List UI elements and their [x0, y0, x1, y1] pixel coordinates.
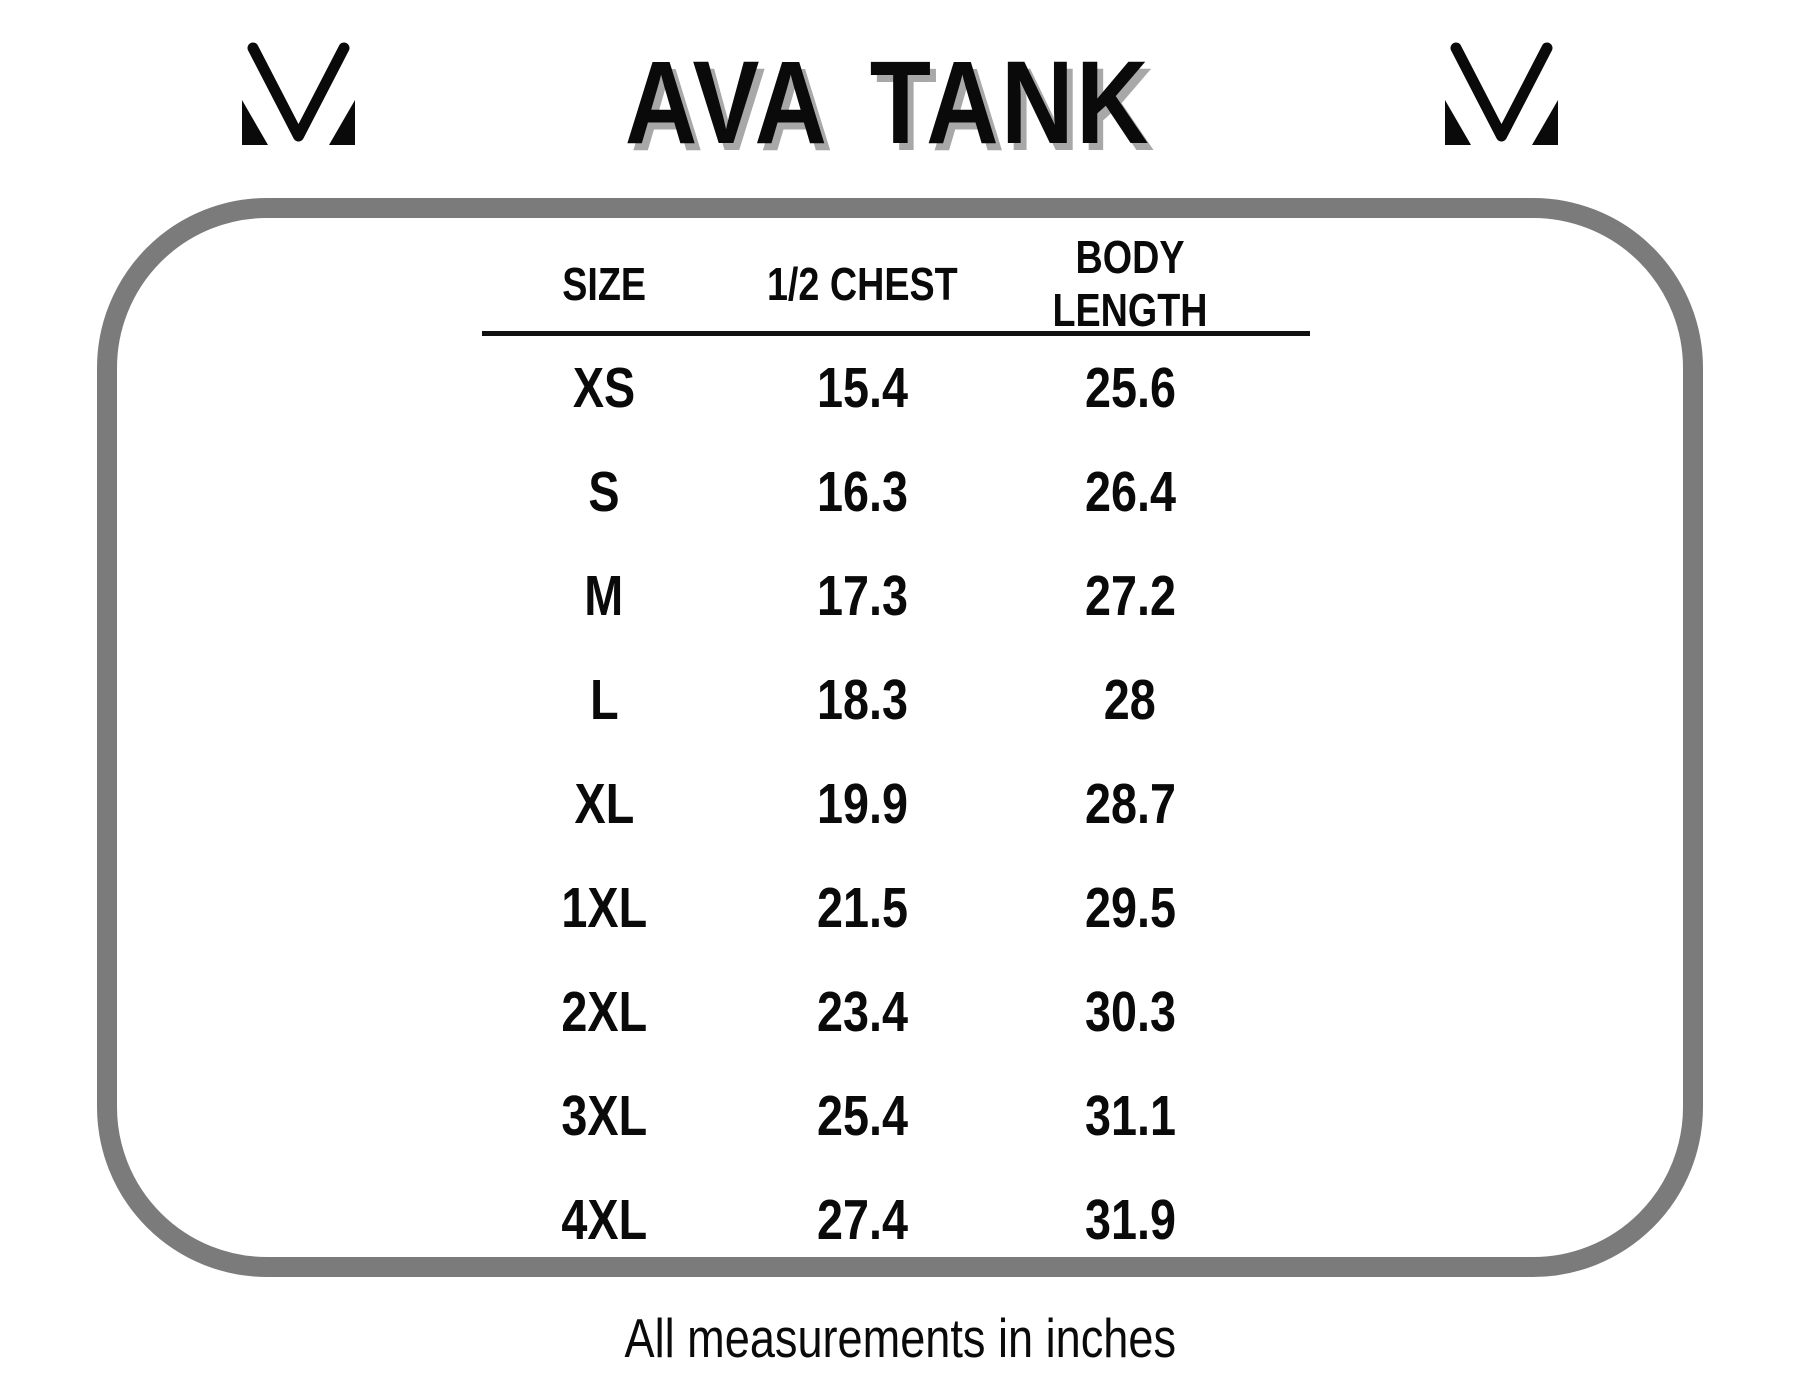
cell-body-length: 31.9 [1084, 1188, 1176, 1252]
table-row: L 18.3 28 [464, 648, 1280, 752]
cell-half-chest: 17.3 [816, 564, 908, 628]
table-header-row: SIZE 1/2 CHEST BODY LENGTH [464, 231, 1280, 336]
cell-size: M [584, 564, 624, 628]
header-cell-body-length: BODY LENGTH [1052, 231, 1208, 336]
cell-size: 1XL [561, 876, 647, 940]
cell-body-length: 30.3 [1084, 980, 1176, 1044]
cell-body-length: 29.5 [1084, 876, 1176, 940]
cell-size: 3XL [561, 1084, 647, 1148]
table-row: XS 15.4 25.6 [464, 336, 1280, 440]
cell-half-chest: 27.4 [816, 1188, 908, 1252]
cell-size: 4XL [561, 1188, 647, 1252]
cell-half-chest: 18.3 [816, 668, 908, 732]
table-row: 2XL 23.4 30.3 [464, 960, 1280, 1064]
cell-body-length: 28.7 [1084, 772, 1176, 836]
table-row: S 16.3 26.4 [464, 440, 1280, 544]
header-cell-half-chest: 1/2 CHEST [766, 258, 958, 310]
cell-body-length: 25.6 [1084, 356, 1176, 420]
cell-size: 2XL [561, 980, 647, 1044]
cell-size: XL [574, 772, 634, 836]
table-row: 3XL 25.4 31.1 [464, 1064, 1280, 1168]
cell-body-length: 28 [1104, 668, 1156, 732]
chart-frame [97, 198, 1703, 1277]
cell-half-chest: 15.4 [816, 356, 908, 420]
header-cell-size: SIZE [562, 258, 646, 310]
cell-half-chest: 19.9 [816, 772, 908, 836]
table-row: 4XL 27.4 31.9 [464, 1168, 1280, 1272]
cell-body-length: 26.4 [1084, 460, 1176, 524]
table-row: XL 19.9 28.7 [464, 752, 1280, 856]
cell-half-chest: 16.3 [816, 460, 908, 524]
cell-body-length: 31.1 [1084, 1084, 1176, 1148]
table-row: M 17.3 27.2 [464, 544, 1280, 648]
mv-logo-right-icon [1445, 42, 1558, 145]
cell-half-chest: 21.5 [816, 876, 908, 940]
cell-half-chest: 23.4 [816, 980, 908, 1044]
measurements-note: All measurements in inches [0, 1305, 1800, 1371]
cell-size: L [589, 668, 619, 732]
measurements-note-text: All measurements in inches [624, 1307, 1176, 1369]
cell-size: S [588, 460, 620, 524]
mv-logo-left-icon [242, 42, 355, 145]
table-body: XS 15.4 25.6 S 16.3 26.4 M 17.3 27.2 L 1… [464, 336, 1280, 1272]
header-underline [482, 331, 1310, 336]
cell-body-length: 27.2 [1084, 564, 1176, 628]
size-table: SIZE 1/2 CHEST BODY LENGTH XS 15.4 25.6 … [464, 231, 1310, 1272]
table-row: 1XL 21.5 29.5 [464, 856, 1280, 960]
page-title-text: AVA TANK [624, 37, 1152, 169]
cell-size: XS [572, 356, 636, 420]
page-title: AVA TANK [579, 44, 1198, 162]
cell-half-chest: 25.4 [816, 1084, 908, 1148]
